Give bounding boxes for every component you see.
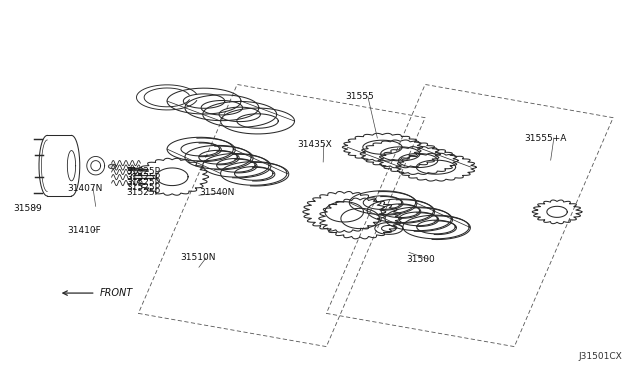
Text: 31510N: 31510N [180, 253, 215, 263]
Text: 31525P: 31525P [126, 178, 160, 187]
Text: FRONT: FRONT [100, 288, 133, 298]
Text: 31525P: 31525P [126, 167, 160, 176]
Polygon shape [127, 167, 132, 170]
Text: 31525P: 31525P [126, 188, 160, 197]
Text: 31410F: 31410F [67, 226, 100, 235]
Text: 31589: 31589 [13, 203, 42, 213]
Polygon shape [108, 164, 116, 169]
Text: J31501CX: J31501CX [579, 352, 623, 361]
Text: 31540N: 31540N [199, 188, 234, 197]
Text: 31555: 31555 [346, 92, 374, 101]
Text: 31407N: 31407N [67, 185, 102, 193]
Text: 31500: 31500 [406, 254, 435, 264]
Text: 31525P: 31525P [126, 183, 160, 192]
Text: 31525P: 31525P [126, 173, 160, 182]
Text: 31435X: 31435X [298, 140, 332, 149]
Text: 31555+A: 31555+A [524, 134, 566, 142]
